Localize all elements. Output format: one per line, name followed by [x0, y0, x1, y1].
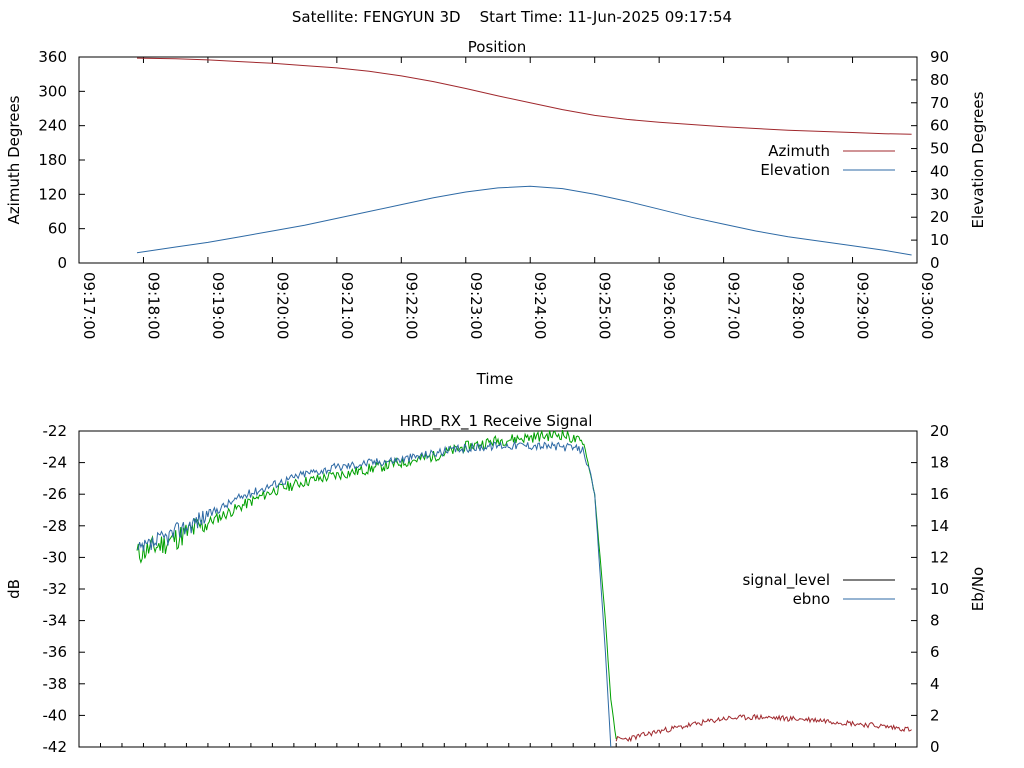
- position-x-tick-label: 09:29:00: [854, 272, 872, 339]
- position-y-tick-label: 0: [57, 254, 67, 272]
- signal-y-tick-label: -40: [43, 706, 68, 724]
- position-y2-tick-label: 0: [930, 254, 940, 272]
- position-y2-tick-label: 60: [930, 117, 949, 135]
- signal-chart-title: HRD_RX_1 Receive Signal: [400, 412, 593, 431]
- signal-y-tick-label: -34: [43, 612, 68, 630]
- series-signal-level-lowlevel-line: [615, 713, 912, 743]
- position-x-tick-label: 09:18:00: [144, 272, 162, 339]
- receive-signal-chart: HRD_RX_1 Receive Signal dB Eb/No -42 -40 -…: [5, 412, 987, 756]
- position-y-tick-label: 300: [38, 82, 67, 100]
- signal-y2-tick-label: 0: [930, 738, 940, 756]
- signal-y-axis-label: dB: [5, 579, 23, 599]
- position-y-tick-label: 60: [48, 220, 67, 238]
- position-y-tick-label: 120: [38, 185, 67, 203]
- position-x-tick-label: 09:28:00: [789, 272, 807, 339]
- signal-y2-tick-label: 14: [930, 517, 949, 535]
- position-chart-title: Position: [468, 38, 526, 56]
- position-x-tick-label: 09:22:00: [402, 272, 420, 339]
- position-y2-axis-label: Elevation Degrees: [969, 91, 987, 228]
- position-y2-tick-label: 30: [930, 185, 949, 203]
- signal-y-tick-label: -30: [43, 548, 68, 566]
- position-y-axis-label: Azimuth Degrees: [5, 95, 23, 224]
- series-elevation-line: [136, 185, 912, 256]
- position-x-tick-label: 09:20:00: [273, 272, 291, 339]
- signal-y2-axis-label: Eb/No: [969, 567, 987, 611]
- position-y2-tick-label: 80: [930, 71, 949, 89]
- position-x-tick-label: 09:25:00: [596, 272, 614, 339]
- signal-y-tick-label: -24: [43, 454, 68, 472]
- position-x-tick-label: 09:23:00: [467, 272, 485, 339]
- signal-y-tick-label: -42: [43, 738, 68, 756]
- legend-signal-level-label: signal_level: [742, 571, 830, 590]
- position-y-tick-label: 240: [38, 117, 67, 135]
- signal-y2-tick-label: 18: [930, 454, 949, 472]
- signal-y-tick-label: -22: [43, 422, 68, 440]
- position-y-tick-label: 360: [38, 48, 67, 66]
- position-x-tick-label: 09:21:00: [338, 272, 356, 339]
- signal-y2-tick-label: 20: [930, 422, 949, 440]
- series-azimuth-line: [136, 57, 912, 135]
- signal-y-tick-label: -38: [43, 675, 68, 693]
- position-y2-tick-label: 40: [930, 162, 949, 180]
- position-y2-tick-label: 20: [930, 208, 949, 226]
- signal-y-tick-label: -32: [43, 580, 68, 598]
- legend-elevation-label: Elevation: [760, 161, 830, 179]
- position-y2-tick-label: 90: [930, 48, 949, 66]
- signal-y2-tick-label: 12: [930, 548, 949, 566]
- signal-y-tick-label: -28: [43, 517, 68, 535]
- page-title: Satellite: FENGYUN 3D Start Time: 11-Jun…: [292, 8, 732, 26]
- position-chart: Position Time Azimuth Degrees Elevation …: [5, 38, 987, 388]
- position-y2-tick-label: 70: [930, 94, 949, 112]
- signal-y-tick-label: -36: [43, 643, 68, 661]
- signal-plot-frame: [78, 430, 918, 748]
- position-x-tick-label: 09:24:00: [531, 272, 549, 339]
- position-x-tick-label: 09:17:00: [80, 272, 98, 339]
- position-y2-tick-label: 10: [930, 231, 949, 249]
- position-y2-tick-label: 50: [930, 140, 949, 158]
- position-x-tick-label: 09:26:00: [660, 272, 678, 339]
- legend-ebno-label: ebno: [793, 590, 830, 608]
- legend-azimuth-label: Azimuth: [768, 142, 830, 160]
- position-x-tick-label: 09:27:00: [725, 272, 743, 339]
- signal-y2-tick-label: 16: [930, 485, 949, 503]
- position-plot-frame: [78, 56, 918, 264]
- signal-y2-tick-label: 10: [930, 580, 949, 598]
- position-x-tick-label: 09:19:00: [209, 272, 227, 339]
- signal-y2-tick-label: 4: [930, 675, 940, 693]
- series-signal-level-line: [136, 429, 617, 740]
- series-ebno-line: [136, 439, 612, 748]
- signal-y2-tick-label: 8: [930, 612, 940, 630]
- signal-y-tick-label: -26: [43, 485, 68, 503]
- signal-y2-tick-label: 2: [930, 706, 940, 724]
- position-y-tick-label: 180: [38, 151, 67, 169]
- position-x-tick-label: 09:30:00: [918, 272, 936, 339]
- signal-y2-tick-label: 6: [930, 643, 940, 661]
- position-x-axis-label: Time: [476, 370, 514, 388]
